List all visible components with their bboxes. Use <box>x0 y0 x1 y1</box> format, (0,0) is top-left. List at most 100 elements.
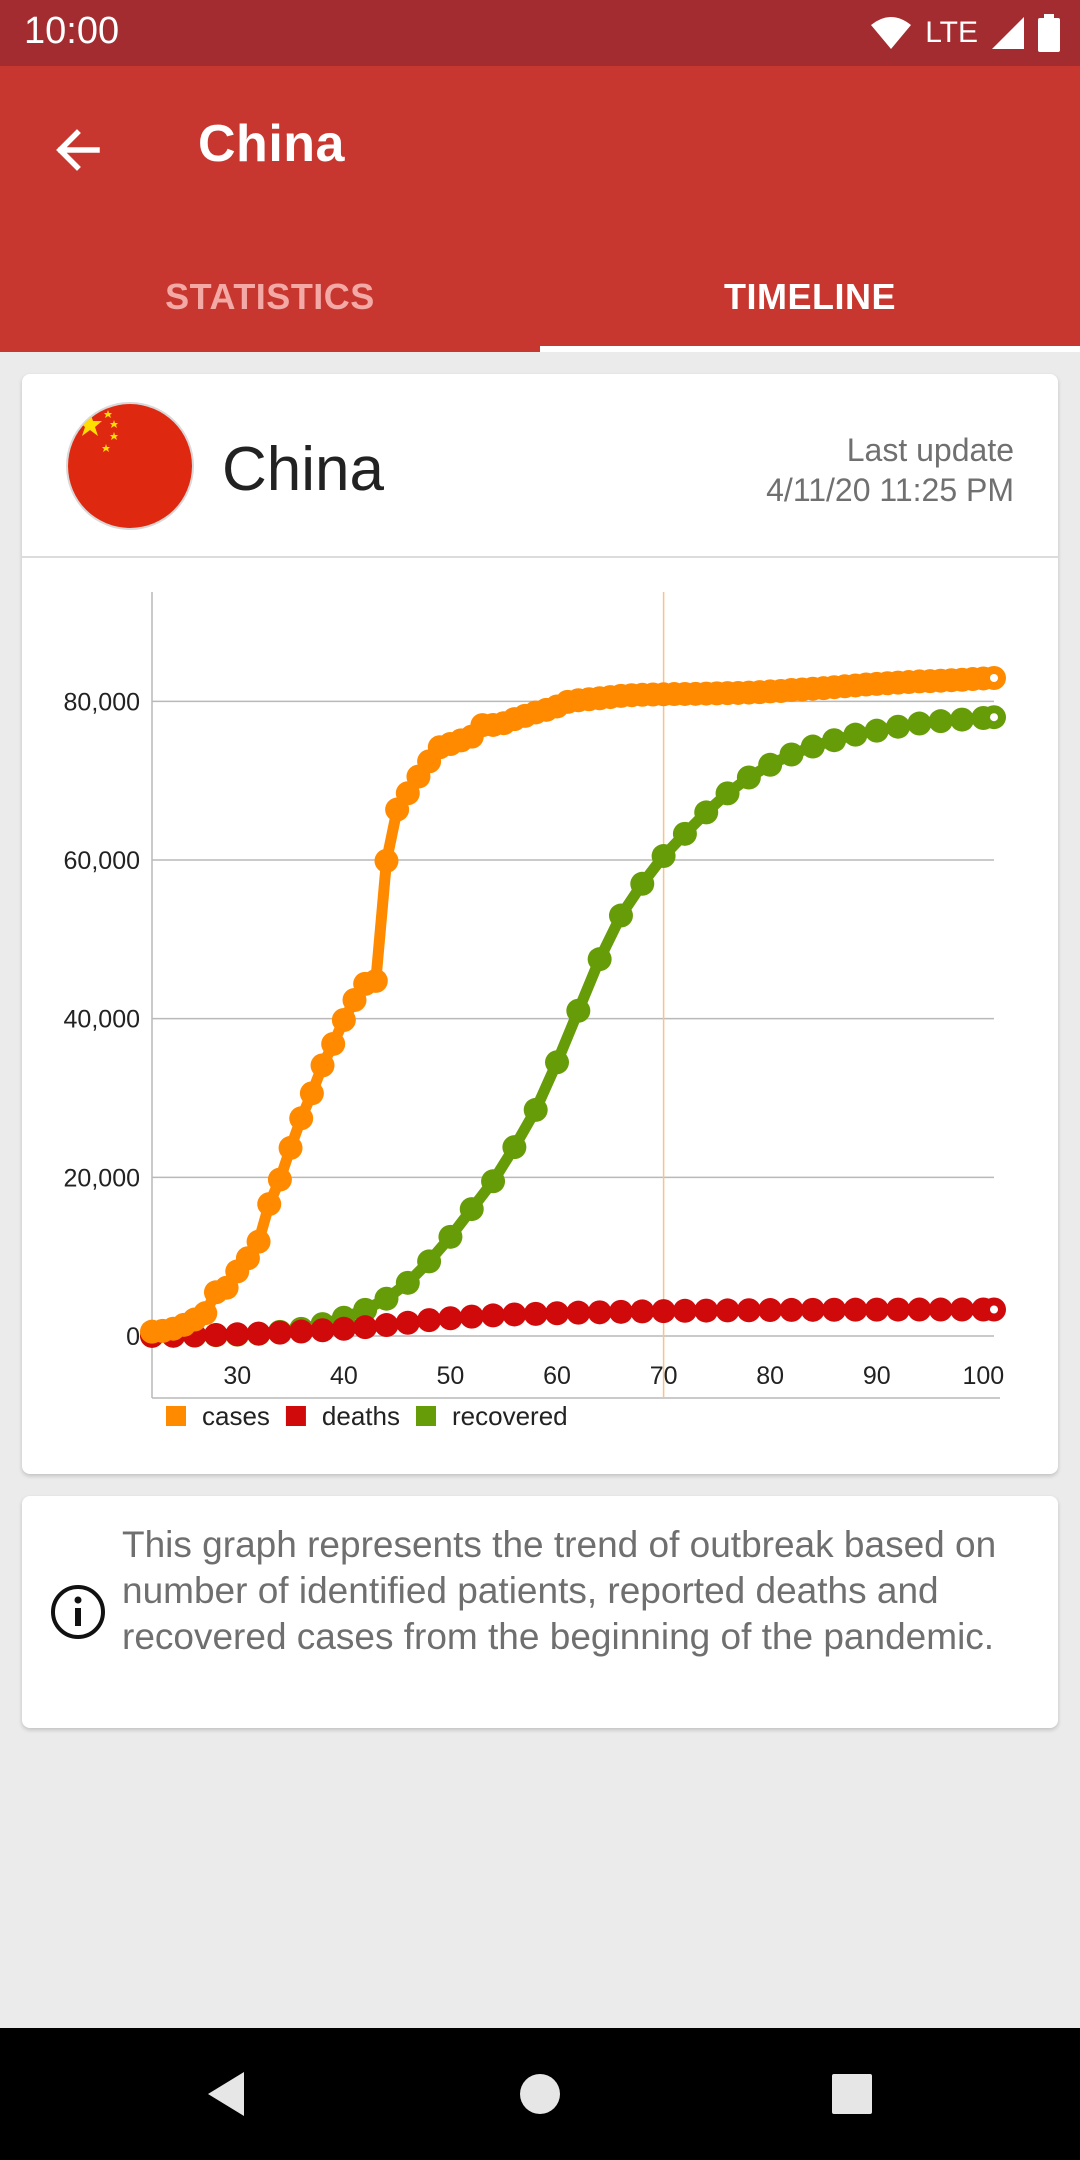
data-point-deaths <box>672 1298 697 1323</box>
signal-icon <box>992 17 1024 49</box>
back-button[interactable] <box>40 112 116 188</box>
data-point-recovered <box>630 871 655 896</box>
data-point-deaths <box>395 1310 420 1335</box>
data-point-cases <box>374 848 399 873</box>
country-name: China <box>222 435 384 504</box>
data-point-cases <box>246 1229 271 1254</box>
data-point-recovered <box>907 711 932 736</box>
data-point-deaths <box>523 1301 548 1326</box>
data-point-recovered <box>822 728 847 753</box>
data-point-deaths <box>779 1297 804 1322</box>
x-tick-label: 40 <box>330 1362 358 1390</box>
data-point-recovered <box>523 1097 548 1122</box>
page-title: China <box>198 115 345 173</box>
data-point-recovered <box>864 718 889 743</box>
data-point-deaths <box>822 1297 847 1322</box>
last-update-value: 4/11/20 11:25 PM <box>766 472 1014 508</box>
data-point-deaths <box>481 1303 506 1328</box>
network-type: LTE <box>925 16 978 49</box>
data-point-deaths <box>502 1302 527 1327</box>
data-point-recovered <box>651 844 676 869</box>
data-point-recovered <box>395 1270 420 1295</box>
data-point-deaths <box>864 1297 889 1322</box>
data-point-recovered <box>672 821 697 846</box>
data-point-deaths <box>566 1300 591 1325</box>
data-point-cases <box>363 968 388 993</box>
info-text: This graph represents the trend of outbr… <box>122 1524 997 1657</box>
data-point-deaths <box>203 1322 228 1347</box>
data-point-deaths <box>289 1319 314 1344</box>
recents-square-icon <box>832 2074 872 2114</box>
home-circle-icon <box>520 2074 560 2114</box>
data-point-deaths <box>886 1297 911 1322</box>
data-point-deaths <box>800 1297 825 1322</box>
x-tick-label: 100 <box>962 1362 1004 1390</box>
data-point-recovered <box>950 707 975 732</box>
data-point-cases <box>331 1008 356 1033</box>
data-point-recovered <box>928 709 953 734</box>
x-tick-label: 30 <box>223 1362 251 1390</box>
data-point-recovered <box>417 1249 442 1274</box>
data-point-deaths <box>843 1297 868 1322</box>
data-point-recovered <box>459 1197 484 1222</box>
data-point-deaths <box>225 1322 250 1347</box>
data-point-deaths <box>736 1298 761 1323</box>
data-point-deaths <box>331 1316 356 1341</box>
data-point-recovered <box>587 947 612 972</box>
navigation-bar <box>0 2028 1080 2160</box>
timeline-card: China Last update 4/11/20 11:25 PM 0 20,0… <box>22 374 1058 1474</box>
data-point-deaths <box>310 1318 335 1343</box>
arrow-left-icon <box>56 129 100 171</box>
data-point-cases <box>193 1301 218 1326</box>
data-point-deaths <box>374 1313 399 1338</box>
china-flag-icon <box>66 402 194 530</box>
nav-back-button[interactable] <box>188 2056 264 2132</box>
legend-swatch-cases <box>166 1406 186 1426</box>
data-point-recovered <box>374 1286 399 1311</box>
data-point-recovered <box>545 1050 570 1075</box>
tab-timeline[interactable]: TIMELINE <box>724 276 896 317</box>
y-tick-label: 60,000 <box>64 847 140 875</box>
data-point-recovered <box>438 1224 463 1249</box>
data-point-recovered <box>886 714 911 739</box>
data-point-recovered <box>736 765 761 790</box>
x-tick-label: 90 <box>863 1362 891 1390</box>
data-point-recovered <box>481 1169 506 1194</box>
legend-label-deaths: deaths <box>322 1401 400 1431</box>
data-point-cases <box>278 1135 303 1160</box>
last-update-label: Last update <box>846 432 1014 468</box>
back-triangle-icon <box>208 2072 244 2116</box>
y-tick-label: 0 <box>126 1323 140 1351</box>
data-point-cases <box>321 1031 346 1056</box>
nav-home-button[interactable] <box>502 2056 578 2132</box>
data-point-deaths <box>651 1299 676 1324</box>
data-point-deaths <box>545 1301 570 1326</box>
last-point-marker-recovered <box>990 713 998 722</box>
data-point-recovered <box>715 781 740 806</box>
card-header: China Last update 4/11/20 11:25 PM <box>22 374 1058 558</box>
data-point-deaths <box>630 1299 655 1324</box>
timeline-chart[interactable]: 0 20,000 40,000 60,000 80,000 30 40 50 60 70 80 90 1… <box>22 374 1058 1474</box>
x-tick-label: 70 <box>650 1362 678 1390</box>
last-point-marker-deaths <box>990 1305 998 1314</box>
status-icons: LTE <box>869 12 1060 54</box>
battery-icon <box>1038 14 1060 52</box>
x-tick-label: 80 <box>756 1362 784 1390</box>
status-bar: 10:00 LTE <box>0 0 1080 66</box>
y-tick-label: 80,000 <box>64 688 140 716</box>
nav-recents-button[interactable] <box>814 2056 890 2132</box>
data-point-recovered <box>843 722 868 747</box>
data-point-recovered <box>694 800 719 825</box>
data-point-recovered <box>758 752 783 777</box>
data-point-deaths <box>694 1298 719 1323</box>
data-point-deaths <box>417 1308 442 1333</box>
app-bar: China STATISTICS TIMELINE <box>0 66 1080 352</box>
wifi-icon <box>871 17 912 49</box>
data-point-deaths <box>907 1297 932 1322</box>
legend-label-recovered: recovered <box>452 1401 568 1431</box>
tab-statistics[interactable]: STATISTICS <box>165 276 375 317</box>
y-tick-label: 20,000 <box>64 1164 140 1192</box>
x-tick-label: 60 <box>543 1362 571 1390</box>
legend-label-cases: cases <box>202 1401 270 1431</box>
info-card: This graph represents the trend of outbr… <box>22 1496 1058 1728</box>
